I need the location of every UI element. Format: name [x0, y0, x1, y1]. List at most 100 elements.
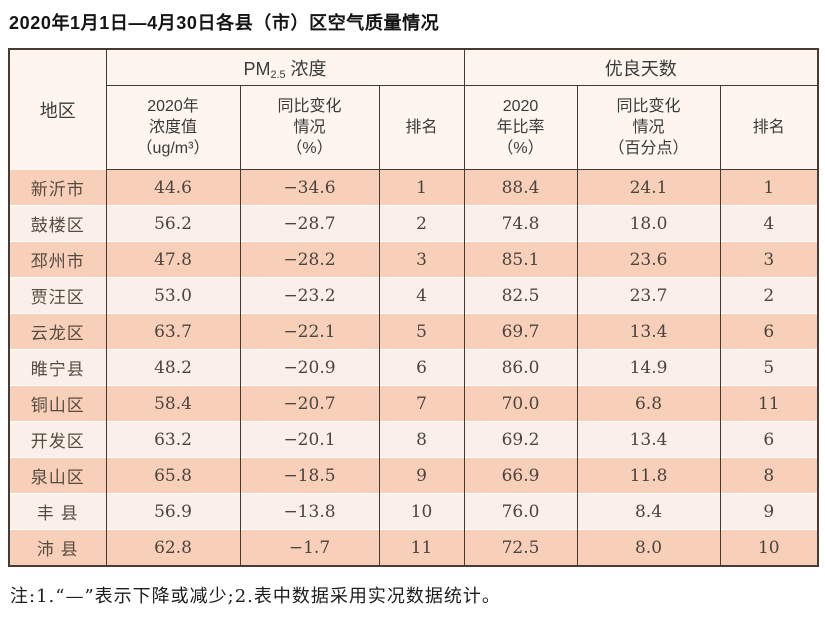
cell-pm-value: 65.8	[105, 457, 240, 494]
cell-good-change: 13.4	[576, 313, 720, 350]
cell-pm-change: −28.7	[239, 205, 379, 242]
header-good-rank: 排名	[719, 85, 819, 171]
cell-pm-value: 63.7	[105, 313, 240, 350]
table-row: 丰 县 56.9 −13.8 10 76.0 8.4 9	[9, 493, 819, 530]
cell-good-change: 23.6	[576, 241, 720, 278]
header-group-row: 地区 PM2.5 浓度 优良天数	[9, 49, 819, 170]
cell-region: 丰 县	[9, 493, 106, 530]
cell-pm-value: 56.9	[105, 493, 240, 530]
cell-good-change: 18.0	[576, 205, 720, 242]
cell-good-change: 23.7	[576, 277, 720, 314]
cell-good-rate: 70.0	[463, 385, 577, 422]
cell-good-rank: 3	[719, 241, 819, 278]
cell-pm-rank: 5	[378, 313, 464, 350]
cell-pm-rank: 6	[378, 349, 464, 386]
table-row: 贾汪区 53.0 −23.2 4 82.5 23.7 2	[9, 277, 819, 314]
cell-pm-change: −34.6	[239, 169, 379, 206]
cell-pm-rank: 3	[378, 241, 464, 278]
table-row: 泉山区 65.8 −18.5 9 66.9 11.8 8	[9, 457, 819, 494]
cell-pm-rank: 9	[378, 457, 464, 494]
cell-pm-rank: 8	[378, 421, 464, 458]
cell-good-rate: 76.0	[463, 493, 577, 530]
cell-region: 睢宁县	[9, 349, 106, 386]
cell-region: 鼓楼区	[9, 205, 106, 242]
cell-good-rate: 85.1	[463, 241, 577, 278]
header-pm25-group: PM2.5 浓度	[105, 49, 464, 87]
cell-pm-change: −18.5	[239, 457, 379, 494]
header-pm-rank: 排名	[378, 85, 464, 171]
table-row: 开发区 63.2 −20.1 8 69.2 13.4 6	[9, 421, 819, 458]
pm25-label-sub: 2.5	[270, 69, 286, 81]
table-row: 新沂市 44.6 −34.6 1 88.4 24.1 1	[9, 169, 819, 206]
cell-good-rate: 82.5	[463, 277, 577, 314]
cell-good-change: 24.1	[576, 169, 720, 206]
header-good-rate: 2020 年比率 （%）	[463, 85, 577, 171]
footnote: 注:1.“—”表示下降或减少;2.表中数据采用实况数据统计。	[10, 586, 501, 608]
cell-good-rate: 74.8	[463, 205, 577, 242]
table-row: 云龙区 63.7 −22.1 5 69.7 13.4 6	[9, 313, 819, 350]
cell-pm-value: 62.8	[105, 529, 240, 567]
cell-pm-change: −22.1	[239, 313, 379, 350]
cell-region: 云龙区	[9, 313, 106, 350]
cell-region: 铜山区	[9, 385, 106, 422]
air-quality-table: 地区 PM2.5 浓度 优良天数 2020年 浓度值 （ug/m³） 同比变化 …	[8, 48, 820, 568]
table-row: 邳州市 47.8 −28.2 3 85.1 23.6 3	[9, 241, 819, 278]
cell-good-change: 11.8	[576, 457, 720, 494]
cell-good-rate: 66.9	[463, 457, 577, 494]
cell-pm-rank: 10	[378, 493, 464, 530]
cell-good-rank: 6	[719, 421, 819, 458]
page-title: 2020年1月1日—4月30日各县（市）区空气质量情况	[9, 13, 440, 33]
header-region: 地区	[9, 49, 106, 170]
header-pm-value: 2020年 浓度值 （ug/m³）	[105, 85, 240, 171]
cell-good-rate: 72.5	[463, 529, 577, 567]
cell-good-rank: 10	[719, 529, 819, 567]
cell-region: 泉山区	[9, 457, 106, 494]
cell-good-rate: 69.2	[463, 421, 577, 458]
cell-good-rank: 9	[719, 493, 819, 530]
cell-pm-value: 53.0	[105, 277, 240, 314]
cell-pm-change: −1.7	[239, 529, 379, 567]
cell-region: 开发区	[9, 421, 106, 458]
pm25-label-pre: PM	[243, 58, 271, 79]
cell-pm-rank: 11	[378, 529, 464, 567]
cell-pm-change: −28.2	[239, 241, 379, 278]
cell-good-rank: 5	[719, 349, 819, 386]
cell-pm-change: −20.9	[239, 349, 379, 386]
table-row: 睢宁县 48.2 −20.9 6 86.0 14.9 5	[9, 349, 819, 386]
cell-pm-value: 47.8	[105, 241, 240, 278]
cell-good-change: 8.4	[576, 493, 720, 530]
cell-pm-rank: 2	[378, 205, 464, 242]
cell-region: 贾汪区	[9, 277, 106, 314]
cell-pm-value: 48.2	[105, 349, 240, 386]
cell-pm-change: −20.1	[239, 421, 379, 458]
table-row: 沛 县 62.8 −1.7 11 72.5 8.0 10	[9, 529, 819, 567]
cell-pm-change: −23.2	[239, 277, 379, 314]
cell-pm-change: −20.7	[239, 385, 379, 422]
cell-pm-rank: 4	[378, 277, 464, 314]
cell-pm-value: 44.6	[105, 169, 240, 206]
cell-good-rate: 86.0	[463, 349, 577, 386]
table-body: 新沂市 44.6 −34.6 1 88.4 24.1 1 鼓楼区 56.2 −2…	[9, 169, 819, 567]
table-row: 铜山区 58.4 −20.7 7 70.0 6.8 11	[9, 385, 819, 422]
cell-pm-rank: 7	[378, 385, 464, 422]
pm25-label-post: 浓度	[285, 58, 327, 79]
cell-good-rank: 8	[719, 457, 819, 494]
cell-good-rate: 88.4	[463, 169, 577, 206]
cell-pm-value: 58.4	[105, 385, 240, 422]
header-pm-change: 同比变化 情况 （%）	[239, 85, 379, 171]
cell-good-rank: 1	[719, 169, 819, 206]
cell-pm-change: −13.8	[239, 493, 379, 530]
cell-pm-rank: 1	[378, 169, 464, 206]
cell-good-change: 8.0	[576, 529, 720, 567]
cell-good-change: 13.4	[576, 421, 720, 458]
cell-good-rank: 6	[719, 313, 819, 350]
cell-good-rank: 11	[719, 385, 819, 422]
cell-good-rank: 4	[719, 205, 819, 242]
cell-good-rank: 2	[719, 277, 819, 314]
header-good-change: 同比变化 情况 （百分点）	[576, 85, 720, 171]
table-row: 鼓楼区 56.2 −28.7 2 74.8 18.0 4	[9, 205, 819, 242]
cell-region: 新沂市	[30, 180, 85, 200]
cell-good-change: 6.8	[576, 385, 720, 422]
header-sub-row: 2020年 浓度值 （ug/m³） 同比变化 情况 （%） 排名 2020 年比…	[9, 85, 819, 171]
